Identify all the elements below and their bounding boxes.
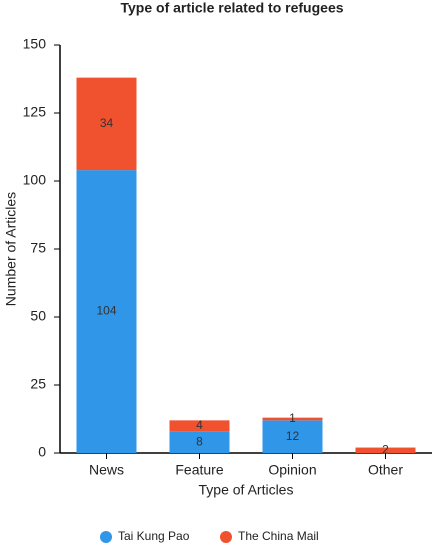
y-tick-label: 125 xyxy=(23,104,47,120)
y-tick-label: 75 xyxy=(30,240,46,256)
value-label: 34 xyxy=(100,116,114,130)
x-tick-label: Feature xyxy=(175,462,223,478)
legend-marker xyxy=(220,531,232,543)
bar-segment xyxy=(355,447,416,453)
y-tick-label: 100 xyxy=(23,172,47,188)
y-tick-label: 150 xyxy=(23,36,47,52)
x-tick-label: News xyxy=(89,462,124,478)
x-tick-label: Opinion xyxy=(268,462,316,478)
y-tick-label: 0 xyxy=(38,444,46,460)
legend-label: The China Mail xyxy=(238,529,319,543)
value-label: 104 xyxy=(96,304,116,318)
value-label: 2 xyxy=(382,442,389,456)
bar-segment xyxy=(76,77,137,171)
x-tick-label: Other xyxy=(368,462,403,478)
chart-title: Type of article related to refugees xyxy=(120,0,343,16)
legend-marker xyxy=(100,531,112,543)
bar-segment xyxy=(169,420,230,432)
value-label: 12 xyxy=(286,429,300,443)
bar-segment xyxy=(169,431,230,453)
value-label: 4 xyxy=(196,418,203,432)
y-tick-label: 50 xyxy=(30,308,46,324)
value-label: 8 xyxy=(196,434,203,448)
bar-segment xyxy=(262,420,323,453)
bar-segment xyxy=(262,417,323,421)
y-tick-label: 25 xyxy=(30,376,46,392)
x-axis-label: Type of Articles xyxy=(199,482,294,498)
bar-segment xyxy=(76,170,137,453)
legend-label: Tai Kung Pao xyxy=(118,529,190,543)
y-axis-label: Number of Articles xyxy=(3,192,19,306)
value-label: 1 xyxy=(289,411,296,425)
